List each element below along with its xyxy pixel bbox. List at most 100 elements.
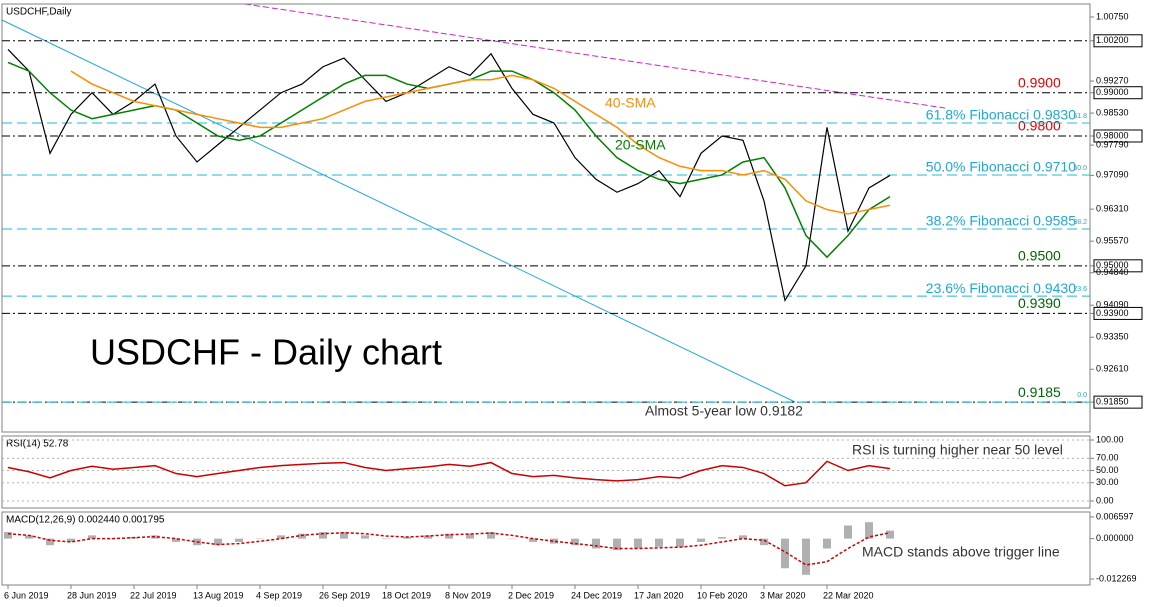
histogram-bar xyxy=(676,538,684,547)
series-line xyxy=(7,460,891,487)
fibonacci-tag: 23.6 xyxy=(1073,286,1087,293)
x-tick-label: 10 Feb 2020 xyxy=(697,590,748,600)
series-line xyxy=(7,49,891,303)
y-tick-label: 0.99270 xyxy=(1096,75,1129,85)
x-tick-label: 24 Dec 2019 xyxy=(571,590,622,600)
y-tick-highlight xyxy=(1093,306,1143,320)
panel-frame xyxy=(1,3,1091,433)
histogram-bar xyxy=(256,538,264,540)
histogram-bar xyxy=(886,530,894,539)
y-tick-label: 0.92610 xyxy=(1096,364,1129,374)
x-tick-label: 2 Dec 2019 xyxy=(508,590,554,600)
annotation: RSI is turning higher near 50 level xyxy=(852,442,1063,458)
y-tick-label: 0.94090 xyxy=(1096,300,1129,310)
histogram-bar xyxy=(550,538,558,544)
level-label: 0.9185 xyxy=(1018,384,1061,400)
y-tick-label: 30.00 xyxy=(1096,477,1119,487)
panel-frame xyxy=(1,435,1091,509)
y-tick-highlight xyxy=(1093,259,1143,273)
fibonacci-label: 23.6% Fibonacci 0.9430 xyxy=(926,280,1076,296)
level-label: 0.9900 xyxy=(1018,74,1061,90)
histogram-bar xyxy=(235,538,243,542)
resistance-trendline xyxy=(244,3,946,109)
histogram-bar xyxy=(340,532,348,539)
histogram-bar xyxy=(466,533,474,539)
annotation: MACD stands above trigger line xyxy=(862,544,1060,560)
histogram-bar xyxy=(739,535,747,539)
annotation: 40-SMA xyxy=(605,95,656,111)
histogram-bar xyxy=(424,535,432,539)
histogram-bar xyxy=(865,522,873,539)
y-tick-label: 0.96310 xyxy=(1096,204,1129,214)
y-tick-label: 0.93350 xyxy=(1096,332,1129,342)
y-tick-highlight xyxy=(1093,86,1143,100)
x-tick-label: 6 Jun 2019 xyxy=(4,590,49,600)
histogram-bar xyxy=(382,538,390,540)
y-tick-label: 100.00 xyxy=(1096,434,1124,444)
histogram-bar xyxy=(214,538,222,546)
panel-title: MACD(12,26,9) 0.002440 0.001795 xyxy=(6,515,165,526)
fibonacci-tag: 0.0 xyxy=(1077,392,1087,399)
panel-title: USDCHF,Daily xyxy=(6,7,72,18)
panel-frame xyxy=(1,511,1091,586)
histogram-bar xyxy=(844,525,852,539)
histogram-bar xyxy=(172,538,180,542)
annotation: Almost 5-year low 0.9182 xyxy=(645,403,803,419)
y-tick-label: 50.00 xyxy=(1096,465,1119,475)
y-tick-label: -0.012269 xyxy=(1096,573,1137,583)
histogram-bar xyxy=(445,533,453,539)
y-tick-label: 0.95000 xyxy=(1096,260,1129,270)
histogram-bar xyxy=(4,532,12,539)
y-tick-label: 0.97090 xyxy=(1096,170,1129,180)
level-label: 0.9800 xyxy=(1018,118,1061,134)
histogram-bar xyxy=(571,538,579,546)
x-tick-label: 8 Nov 2019 xyxy=(445,590,491,600)
histogram-bar xyxy=(634,538,642,549)
x-tick-label: 4 Sep 2019 xyxy=(256,590,302,600)
histogram-bar xyxy=(487,532,495,539)
fibonacci-label: 50.0% Fibonacci 0.9710 xyxy=(926,159,1076,175)
y-tick-label: 0.91850 xyxy=(1096,397,1129,407)
annotation: 20-SMA xyxy=(615,137,666,153)
level-label: 0.9390 xyxy=(1018,295,1061,311)
x-tick-label: 26 Sep 2019 xyxy=(319,590,370,600)
histogram-bar xyxy=(361,535,369,539)
x-tick-label: 18 Oct 2019 xyxy=(382,590,431,600)
histogram-bar xyxy=(277,535,285,539)
y-tick-label: 0.97790 xyxy=(1096,139,1129,149)
y-tick-highlight xyxy=(1093,129,1143,143)
y-tick-label: 0.006597 xyxy=(1096,511,1134,521)
fibonacci-tag: 50.0 xyxy=(1073,165,1087,172)
fibonacci-tag: 38.2 xyxy=(1073,219,1087,226)
histogram-bar xyxy=(718,536,726,539)
y-tick-label: 0.95570 xyxy=(1096,236,1129,246)
y-tick-label: 0.98530 xyxy=(1096,107,1129,117)
y-tick-label: 1.00200 xyxy=(1096,35,1129,45)
x-tick-label: 13 Aug 2019 xyxy=(193,590,244,600)
x-tick-label: 22 Jul 2019 xyxy=(130,590,177,600)
annotation: USDCHF - Daily chart xyxy=(90,332,442,373)
histogram-bar xyxy=(613,538,621,551)
histogram-bar xyxy=(781,538,789,569)
histogram-bar xyxy=(508,538,516,540)
histogram-bar xyxy=(655,538,663,547)
x-tick-label: 22 Mar 2020 xyxy=(823,590,874,600)
histogram-bar xyxy=(319,532,327,539)
series-line xyxy=(70,70,891,215)
fibonacci-tag: 61.8 xyxy=(1073,113,1087,120)
y-tick-label: 0.98000 xyxy=(1096,130,1129,140)
y-tick-highlight xyxy=(1093,34,1143,48)
y-tick-label: 0.93900 xyxy=(1096,308,1129,318)
histogram-bar xyxy=(67,538,75,542)
support-trendline xyxy=(1,19,796,403)
x-tick-label: 28 Jun 2019 xyxy=(67,590,117,600)
y-tick-label: 70.00 xyxy=(1096,453,1119,463)
histogram-bar xyxy=(46,538,54,546)
y-tick-highlight xyxy=(1093,395,1143,409)
y-tick-label: 0.99000 xyxy=(1096,87,1129,97)
histogram-bar xyxy=(298,533,306,539)
histogram-bar xyxy=(697,538,705,542)
histogram-bar xyxy=(823,538,831,549)
